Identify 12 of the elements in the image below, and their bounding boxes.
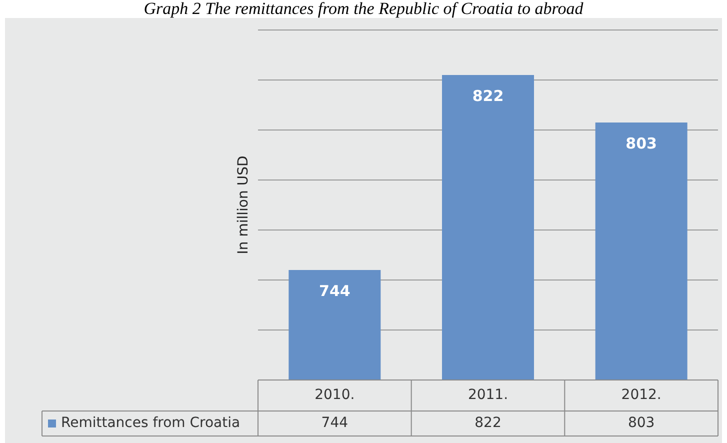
data-label: 803 (626, 134, 657, 152)
text: 803 (628, 415, 655, 432)
x-tick-label: 2010. (314, 387, 355, 404)
x-tick-label: 2012. (621, 387, 662, 404)
text: 744 (321, 415, 348, 432)
y-axis-title: In million USD (236, 156, 252, 254)
data-label: 822 (472, 86, 504, 105)
text: 822 (474, 415, 502, 432)
chart-title: Graph 2 The remittances from the Republic of Croatia to abroad (142, 0, 584, 18)
legend-label: Remittances from Croatia (61, 415, 240, 432)
x-tick-label: 2011. (468, 387, 508, 404)
data-label: 744 (319, 282, 350, 300)
